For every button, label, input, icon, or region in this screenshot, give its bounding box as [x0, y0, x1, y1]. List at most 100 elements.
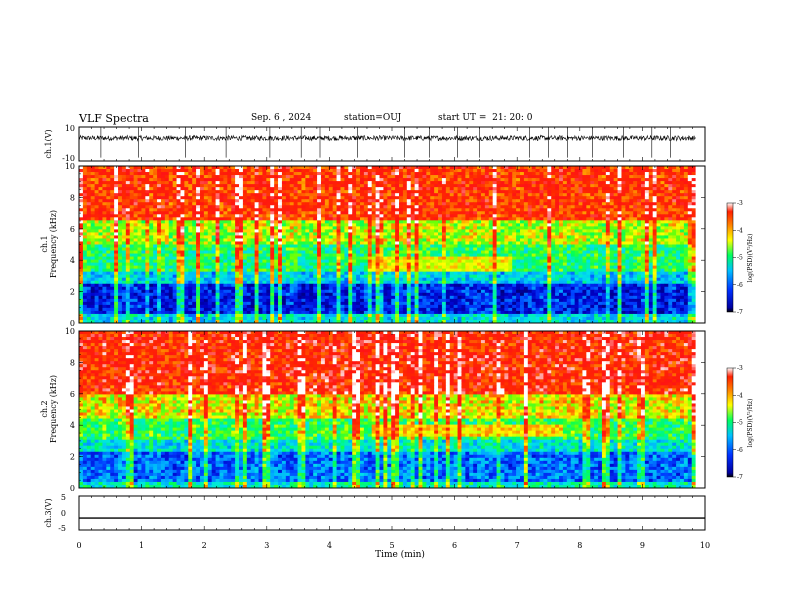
spectrogram-cell — [410, 250, 416, 254]
spectrogram-cell — [473, 184, 478, 188]
spectrogram-cell — [434, 181, 439, 185]
spectrogram-cell — [258, 226, 263, 230]
spectrogram-cell — [285, 256, 291, 260]
spectrogram-cell — [399, 247, 404, 251]
spectrogram-cell — [293, 202, 298, 206]
spectrogram-cell — [137, 244, 142, 248]
spectrogram-cell — [281, 241, 287, 245]
spectrogram-cell — [418, 247, 423, 251]
spectrogram-cell — [203, 220, 209, 224]
spectrogram-cell — [477, 247, 482, 251]
spectrogram-cell — [207, 250, 213, 254]
spectrogram-cell — [262, 229, 267, 233]
spectrogram-cell — [430, 172, 435, 176]
spectrogram-cell — [94, 223, 99, 227]
spectrogram-cell — [172, 181, 177, 185]
spectrogram-cell — [399, 199, 404, 203]
spectrogram-cell — [461, 244, 466, 248]
spectrogram-cell — [617, 253, 622, 257]
spectrogram-cell — [196, 205, 201, 209]
spectrogram-cell — [313, 253, 318, 257]
spectrogram-cell — [106, 172, 111, 176]
spectrogram-cell — [328, 247, 334, 251]
spectrogram-cell — [621, 184, 626, 188]
spectrogram-cell — [633, 211, 638, 215]
spectrogram-cell — [379, 166, 384, 170]
spectrogram-cell — [531, 217, 536, 221]
spectrogram-cell — [86, 172, 92, 176]
spectrogram-cell — [239, 184, 244, 188]
spectrogram-cell — [207, 175, 213, 179]
spectrogram-cell — [274, 196, 279, 200]
spectrogram-cell — [164, 187, 170, 191]
spectrogram-cell — [340, 244, 345, 248]
spectrogram-cell — [297, 199, 302, 203]
spectrogram-cell — [383, 202, 388, 206]
spectrogram-cell — [133, 232, 138, 236]
spectrogram-cell — [379, 247, 384, 251]
spectrogram-cell — [344, 244, 349, 248]
spectrogram-cell — [559, 196, 564, 200]
spectrogram-cell — [629, 235, 634, 239]
spectrogram-cell — [153, 232, 158, 236]
spectrogram-cell — [566, 235, 572, 239]
spectrogram-cell — [441, 241, 447, 245]
spectrogram-cell — [633, 178, 638, 182]
spectrogram-cell — [199, 190, 205, 194]
spectrogram-cell — [328, 253, 334, 257]
spectrogram-cell — [621, 211, 626, 215]
spectrogram-cell — [153, 244, 158, 248]
spectrogram-cell — [676, 181, 681, 185]
spectrogram-cell — [254, 241, 259, 245]
spectrogram-cell — [664, 229, 669, 233]
spectrogram-cell — [313, 187, 318, 191]
spectrogram-cell — [293, 196, 298, 200]
spectrogram-cell — [242, 256, 248, 260]
spectrogram-cell — [199, 229, 205, 233]
spectrogram-cell — [137, 235, 142, 239]
spectrogram-cell — [176, 199, 181, 203]
spectrogram-cell — [457, 187, 462, 191]
spectrogram-cell — [441, 193, 447, 197]
spectrogram-cell — [79, 244, 84, 248]
spectrogram-cell — [254, 166, 259, 170]
spectrogram-cell — [676, 220, 681, 224]
spectrogram-cell — [543, 211, 548, 215]
spectrogram-cell — [609, 232, 615, 236]
spectrogram-cell — [118, 193, 123, 197]
spectrogram-cell — [617, 217, 622, 221]
spectrogram-cell — [488, 166, 494, 170]
spectrogram-cell — [438, 169, 443, 173]
spectrogram-cell — [363, 166, 369, 170]
spectrogram-cell — [266, 214, 271, 218]
spectrogram-cell — [250, 166, 256, 170]
spectrogram-cell — [320, 184, 326, 188]
spectrogram-cell — [203, 190, 209, 194]
spectrogram-cell — [691, 169, 697, 173]
spectrogram-cell — [629, 226, 634, 230]
spectrogram-cell — [207, 190, 213, 194]
spectrogram-cell — [320, 175, 326, 179]
spectrogram-cell — [668, 199, 673, 203]
spectrogram-cell — [512, 217, 517, 221]
spectrogram-cell — [457, 217, 462, 221]
spectrogram-cell — [332, 187, 337, 191]
spectrogram-cell — [453, 250, 458, 254]
spectrogram-cell — [402, 193, 408, 197]
spectrogram-cell — [90, 202, 96, 206]
spectrogram-cell — [176, 217, 181, 221]
spectrogram-cell — [297, 253, 302, 257]
spectrogram-cell — [527, 184, 533, 188]
spectrogram-cell — [371, 220, 376, 224]
spectrogram-cell — [176, 184, 181, 188]
spectrogram-cell — [559, 169, 564, 173]
spectrogram-cell — [371, 247, 376, 251]
spectrogram-cell — [102, 238, 107, 242]
spectrogram-cell — [363, 229, 369, 233]
spectrogram-cell — [426, 241, 431, 245]
spectrogram-cell — [434, 214, 439, 218]
spectrogram-cell — [676, 193, 681, 197]
spectrogram-cell — [309, 244, 314, 248]
spectrogram-cell — [301, 238, 306, 242]
spectrogram-cell — [289, 235, 295, 239]
